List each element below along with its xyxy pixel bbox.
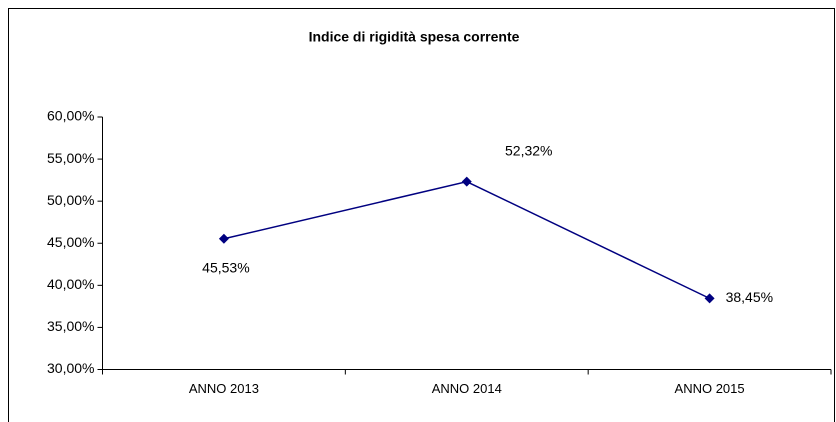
data-label: 38,45% [726, 289, 773, 305]
y-tick-label: 60,00% [47, 108, 94, 124]
x-tick-label: ANNO 2014 [432, 381, 502, 396]
x-tick-label: ANNO 2015 [675, 381, 745, 396]
y-tick-label: 50,00% [47, 192, 94, 208]
y-tick-label: 30,00% [47, 360, 94, 376]
data-point [461, 176, 472, 187]
y-tick-label: 55,00% [47, 150, 94, 166]
data-label: 45,53% [202, 259, 249, 275]
data-point [218, 233, 229, 244]
chart-border [8, 8, 835, 422]
y-tick-label: 45,00% [47, 234, 94, 250]
data-point [704, 293, 715, 304]
x-tick-label: ANNO 2013 [189, 381, 259, 396]
y-tick-label: 40,00% [47, 276, 94, 292]
data-label: 52,32% [505, 142, 552, 158]
chart-title: Indice di rigidità spesa corrente [309, 29, 520, 45]
y-tick-label: 35,00% [47, 318, 94, 334]
